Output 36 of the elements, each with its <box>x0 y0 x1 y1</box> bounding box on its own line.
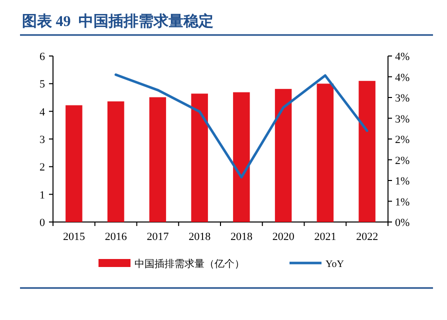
y-tick-label: 5 <box>40 78 46 91</box>
bar <box>316 84 334 222</box>
legend-label: 中国插排需求量（亿个） <box>134 258 244 270</box>
y-tick-label: 3 <box>40 134 46 146</box>
y-tick-label: 4 <box>40 106 46 118</box>
y2-tick-label: 2% <box>395 134 410 146</box>
legend-label: YoY <box>326 259 344 270</box>
bar <box>66 105 82 222</box>
bar <box>358 80 376 222</box>
y2-tick-label: 1% <box>395 196 410 208</box>
y2-tick-label: 3% <box>395 92 410 104</box>
x-tick-label: 2015 <box>62 231 86 243</box>
y2-tick-label: 3% <box>395 113 410 126</box>
bar <box>274 88 292 222</box>
bar <box>107 101 124 222</box>
x-tick-label: 2018 <box>230 231 253 243</box>
chart-title: 图表 49 中国插排需求量稳定 <box>22 12 214 30</box>
y2-tick-label: 2% <box>395 154 410 167</box>
x-tick-label: 2022 <box>356 231 378 243</box>
y-tick-label: 0 <box>40 217 46 229</box>
y2-tick-label: 1% <box>395 176 410 188</box>
x-tick-label: 2017 <box>146 231 170 243</box>
x-tick-label: 2020 <box>272 231 295 243</box>
line-series <box>114 73 368 178</box>
y2-tick-label: 4% <box>395 72 410 84</box>
y-tick-label: 6 <box>40 51 46 63</box>
x-tick-label: 2018 <box>188 231 212 243</box>
y2-tick-label: 0% <box>395 217 410 229</box>
y-tick-label: 2 <box>40 162 45 174</box>
x-tick-label: 2021 <box>314 231 336 243</box>
bar <box>191 94 208 222</box>
y-tick-label: 1 <box>40 189 45 202</box>
bar <box>149 97 166 222</box>
x-tick-label: 2016 <box>104 231 128 243</box>
bar <box>233 92 250 222</box>
y2-tick-label: 4% <box>395 51 410 63</box>
